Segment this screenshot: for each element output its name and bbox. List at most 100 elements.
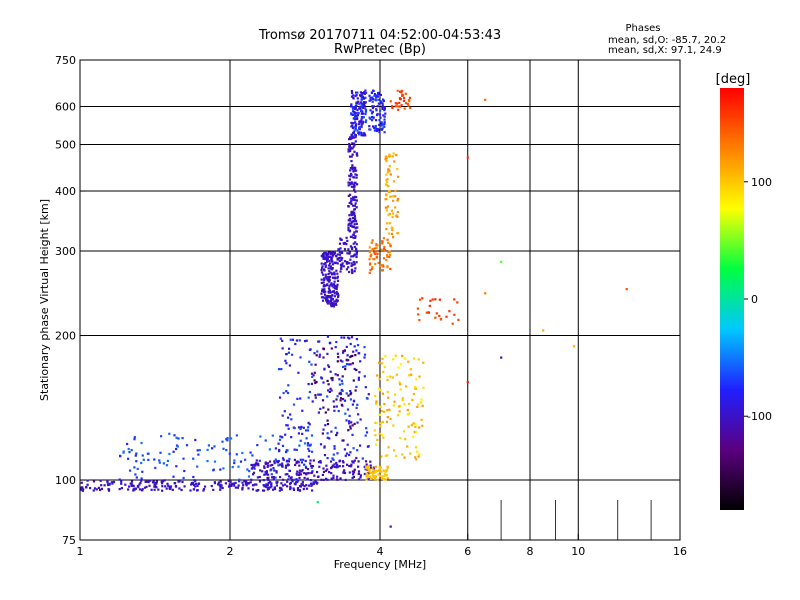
x-mode-point <box>386 266 389 269</box>
o-mode-point <box>347 205 350 208</box>
o-mode-point <box>331 283 334 286</box>
o-mode-point <box>320 296 324 299</box>
o-mode-point <box>325 277 328 280</box>
o-mode-point <box>371 106 374 110</box>
x-mode-point <box>399 383 402 386</box>
o-mode-point <box>345 452 349 455</box>
o-mode-point <box>339 237 342 240</box>
o-mode-point <box>218 484 221 487</box>
x-mode-point <box>416 307 419 310</box>
x-mode-point <box>387 168 390 171</box>
o-mode-point <box>356 91 359 94</box>
o-mode-point <box>346 354 349 357</box>
o-mode-point <box>257 489 260 492</box>
x-mode-point <box>378 264 382 267</box>
o-mode-point <box>340 265 343 268</box>
o-mode-point <box>348 174 351 177</box>
o-mode-point <box>356 97 359 100</box>
o-mode-point <box>312 481 315 484</box>
o-mode-point <box>319 460 322 463</box>
o-mode-point <box>326 379 329 382</box>
o-mode-point <box>264 461 267 464</box>
x-mode-point <box>389 417 392 420</box>
o-mode-point <box>365 427 368 430</box>
o-mode-point <box>166 459 169 462</box>
o-mode-point <box>273 469 276 472</box>
o-mode-point <box>363 346 366 349</box>
x-mode-point <box>376 438 379 441</box>
o-mode-point <box>322 381 325 384</box>
o-mode-point <box>256 476 259 479</box>
x-mode-point <box>401 397 404 400</box>
o-mode-point <box>335 461 338 465</box>
o-mode-point <box>324 424 327 427</box>
o-mode-point <box>177 437 180 440</box>
o-mode-point <box>233 461 236 465</box>
o-mode-point <box>309 462 312 465</box>
o-mode-point <box>310 471 313 475</box>
o-mode-point <box>185 444 189 447</box>
o-mode-point <box>322 254 325 257</box>
x-mode-point <box>384 478 387 481</box>
o-mode-point <box>350 160 353 163</box>
x-mode-point <box>377 387 381 390</box>
o-mode-point <box>353 184 356 187</box>
o-mode-point <box>309 443 312 446</box>
o-mode-point <box>329 295 332 298</box>
y-tick-label: 75 <box>62 534 76 547</box>
o-mode-point <box>86 479 89 482</box>
x-mode-point <box>385 181 388 184</box>
x-tick-label: 2 <box>227 545 234 558</box>
o-mode-point <box>367 445 370 448</box>
o-mode-point <box>363 132 366 135</box>
o-mode-point <box>259 469 262 472</box>
x-mode-point <box>370 253 373 256</box>
x-mode-point <box>396 199 399 202</box>
o-mode-point <box>341 375 344 378</box>
o-mode-point <box>100 487 103 490</box>
o-mode-point <box>330 305 333 308</box>
x-mode-point <box>381 240 384 243</box>
o-mode-point <box>322 348 325 351</box>
o-mode-point <box>119 455 122 458</box>
o-mode-point <box>273 486 276 489</box>
o-mode-point <box>353 114 356 117</box>
o-mode-point <box>356 226 359 229</box>
x-mode-point <box>422 361 425 364</box>
x-mode-point <box>384 474 387 477</box>
o-mode-point <box>285 449 288 452</box>
o-mode-point <box>252 484 255 487</box>
x-mode-point <box>375 246 378 249</box>
x-mode-point <box>386 255 389 258</box>
o-mode-point <box>280 368 283 371</box>
o-mode-point <box>352 145 355 148</box>
o-mode-point <box>130 482 133 486</box>
o-mode-point <box>345 345 348 348</box>
o-mode-point <box>210 484 213 488</box>
o-mode-point <box>320 262 323 265</box>
o-mode-point <box>300 461 303 464</box>
x-mode-point <box>572 345 576 348</box>
o-mode-point <box>148 479 151 482</box>
x-mode-point <box>382 469 385 472</box>
x-axis-ticks: 1 2 4 6 8 10 16 <box>77 534 687 558</box>
o-mode-point <box>360 123 363 126</box>
x-mode-point <box>392 358 395 361</box>
chart-title: Tromsø 20170711 04:52:00-04:53:43 <box>258 28 501 43</box>
o-mode-point <box>325 298 329 301</box>
o-mode-point <box>354 140 357 143</box>
o-mode-point <box>120 480 123 483</box>
o-mode-point <box>361 122 364 125</box>
o-mode-point <box>362 103 366 106</box>
x-mode-point <box>389 173 392 176</box>
o-mode-point <box>321 288 324 291</box>
o-mode-point <box>323 293 327 296</box>
x-mode-point <box>393 160 396 163</box>
o-mode-point <box>165 487 168 490</box>
o-mode-point <box>347 150 350 153</box>
x-mode-point <box>375 422 378 425</box>
o-mode-point <box>383 125 386 128</box>
o-mode-point <box>355 255 358 259</box>
o-mode-point <box>137 486 140 489</box>
o-mode-point <box>265 483 268 486</box>
